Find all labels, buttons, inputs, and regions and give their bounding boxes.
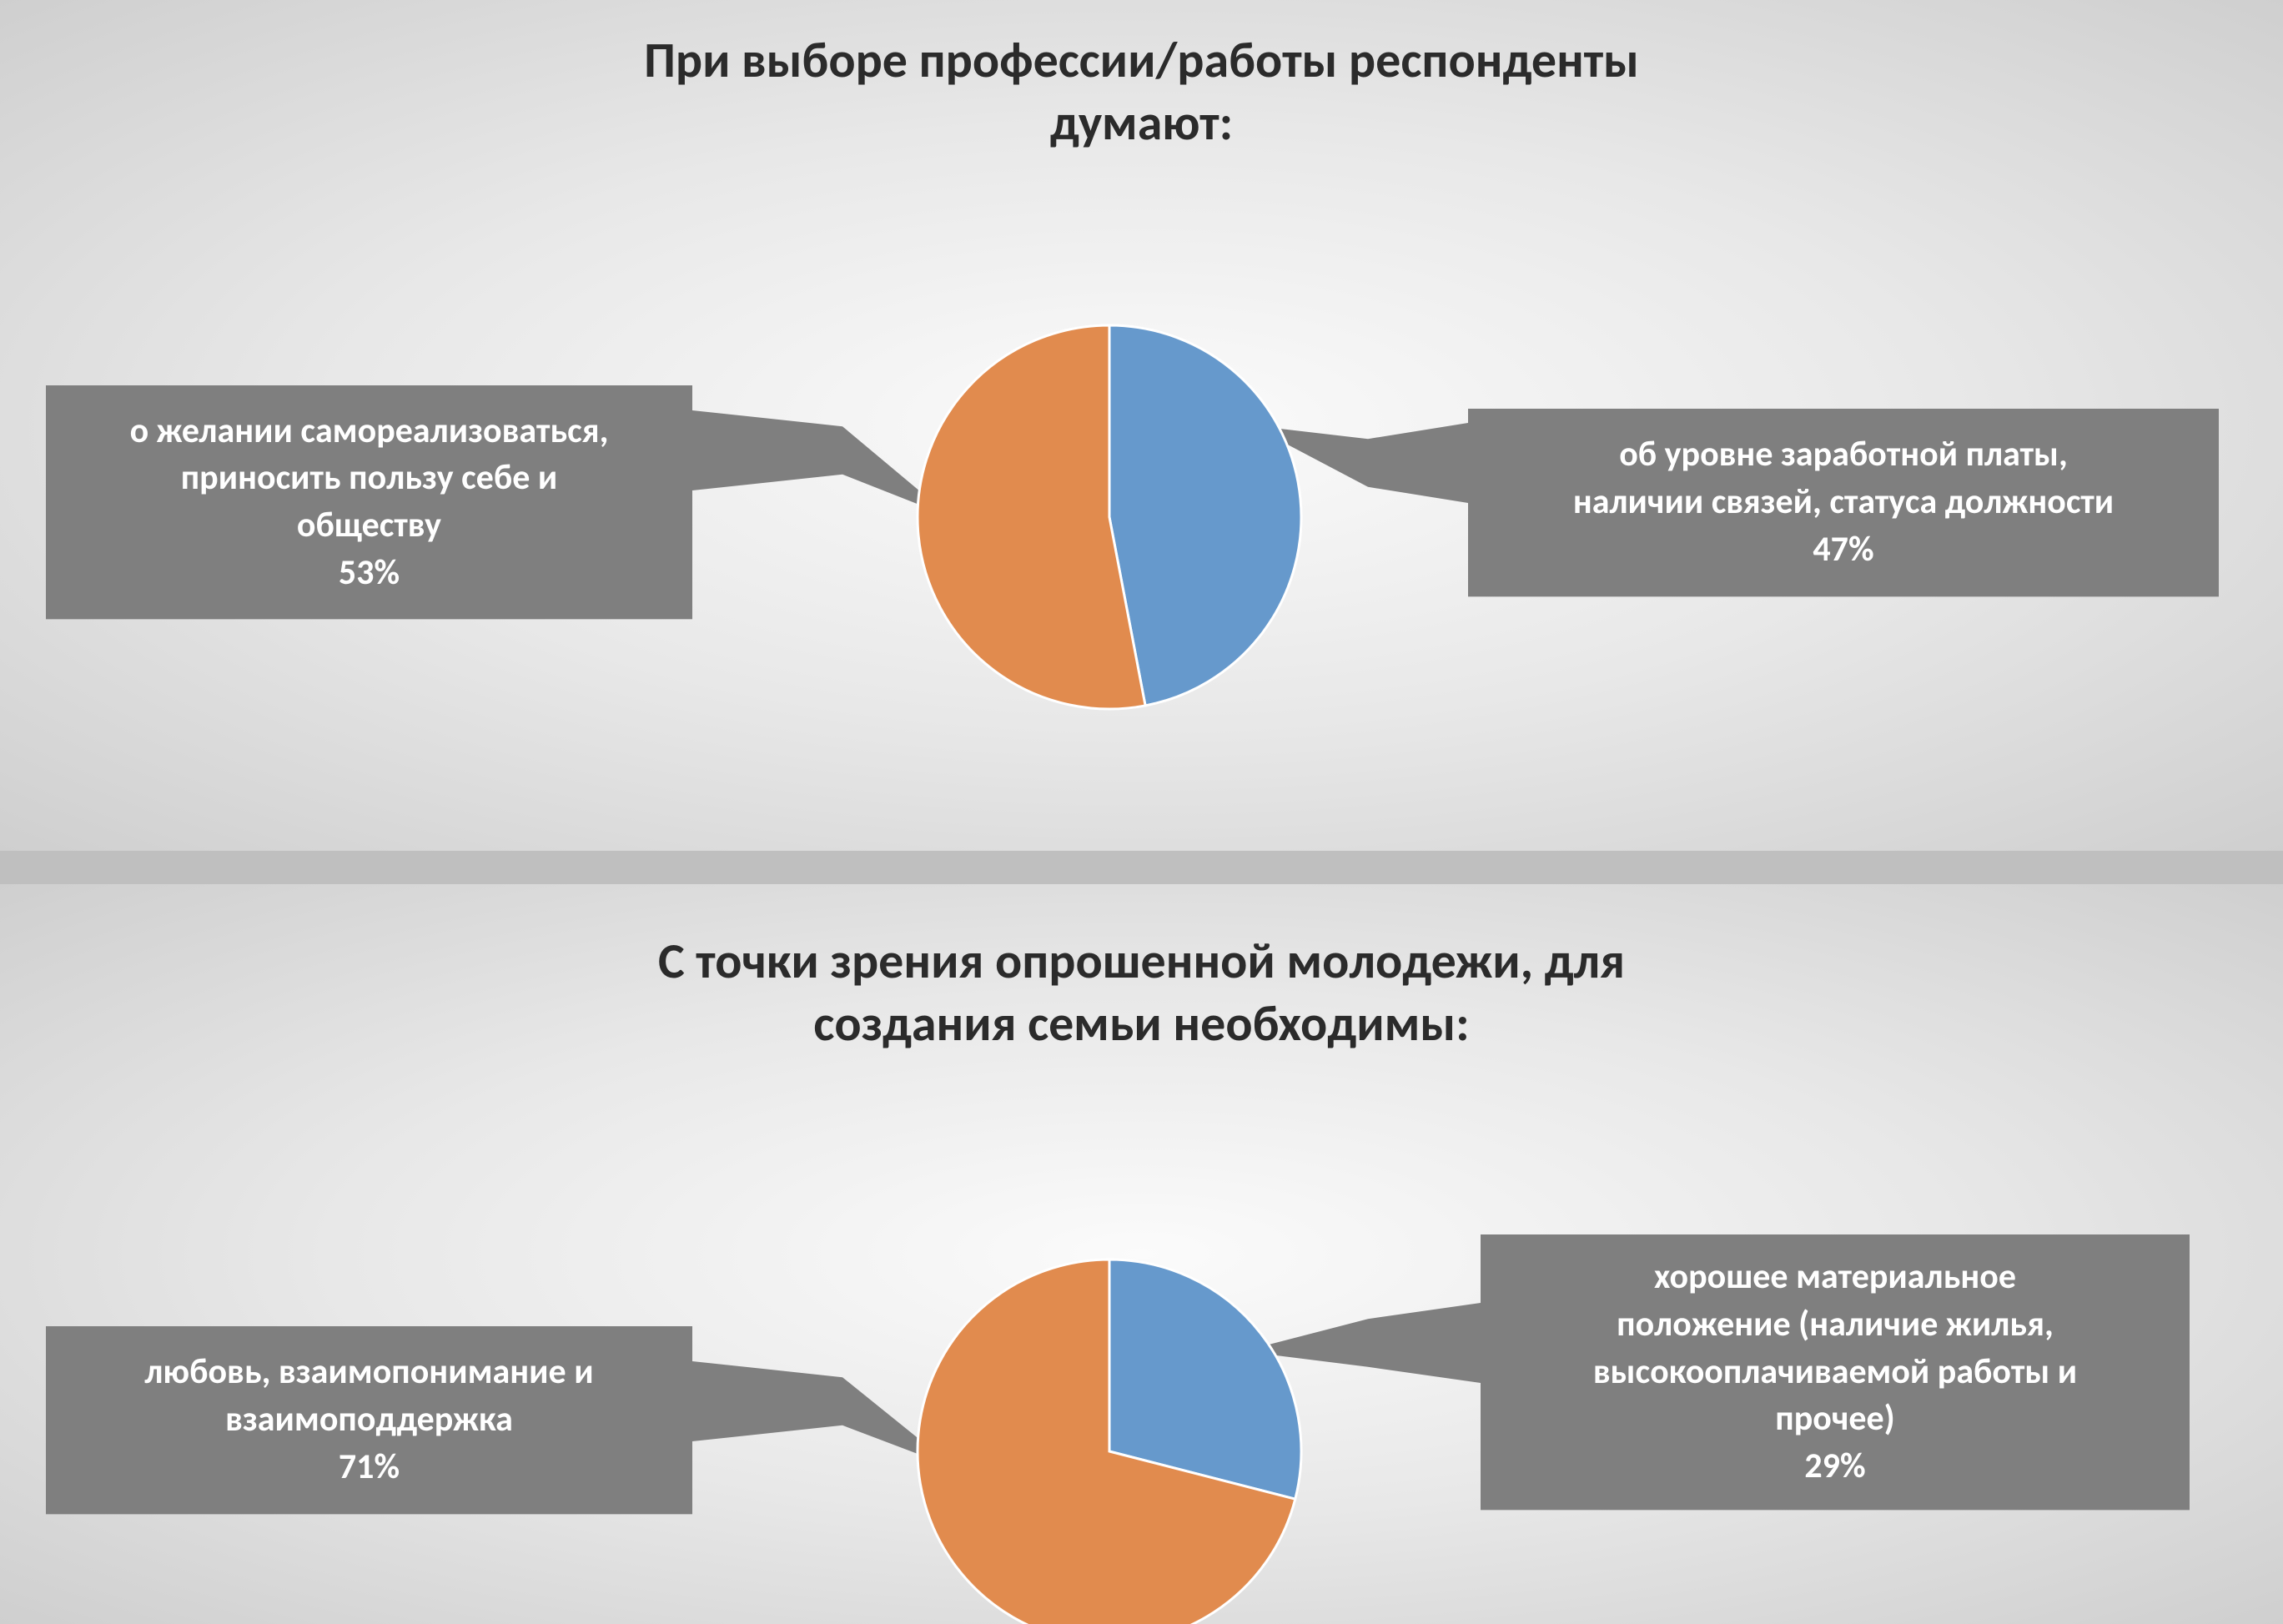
pie-chart — [913, 1255, 1305, 1624]
callout-left: о желании самореализоваться, приносить п… — [46, 385, 692, 619]
pie-chart — [913, 321, 1305, 713]
chart-title: С точки зрения опрошенной молодежи, для … — [224, 930, 2059, 1055]
chart-title: При выборе профессии/работы респонденты … — [224, 29, 2059, 154]
chart-panel-1: При выборе профессии/работы респонденты … — [0, 0, 2283, 851]
callout-right: об уровне заработной платы, наличии связ… — [1468, 409, 2219, 596]
chart-panel-2: С точки зрения опрошенной молодежи, для … — [0, 884, 2283, 1624]
pie-slice-blue — [1109, 325, 1301, 706]
callout-right: хорошее материальное положение (наличие … — [1481, 1234, 2190, 1510]
panel-gap — [0, 851, 2283, 884]
callout-left: любовь, взаимопонимание и взаимоподдержк… — [46, 1326, 692, 1514]
